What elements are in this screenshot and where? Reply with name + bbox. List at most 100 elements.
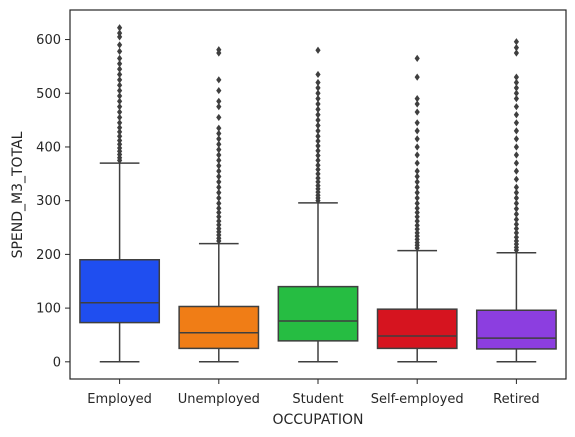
outlier-point: [513, 151, 519, 159]
outlier-point: [414, 199, 420, 207]
outlier-point: [315, 147, 321, 155]
outlier-point: [315, 46, 321, 54]
outlier-point: [513, 229, 519, 237]
outlier-point: [315, 165, 321, 174]
outlier-point: [315, 174, 321, 182]
outlier-point: [315, 78, 321, 87]
outlier-point: [513, 127, 519, 135]
outlier-point: [216, 178, 222, 186]
outlier-point: [414, 217, 420, 225]
outlier-point: [513, 143, 519, 151]
outlier-point: [414, 159, 420, 167]
outlier-point: [216, 124, 222, 132]
outlier-point: [315, 178, 321, 186]
box-group: [376, 54, 458, 363]
box-iqr: [475, 309, 557, 350]
outlier-point: [117, 132, 123, 140]
outlier-point: [414, 167, 420, 175]
outlier-point: [414, 135, 420, 143]
outlier-point: [216, 146, 222, 154]
outlier-point: [216, 46, 222, 54]
outlier-point: [414, 100, 420, 108]
box-group: [277, 46, 359, 363]
outlier-point: [513, 103, 519, 111]
outlier-point: [414, 204, 420, 212]
outlier-point: [315, 170, 321, 178]
outlier-point: [117, 92, 123, 100]
outlier-point: [414, 119, 420, 127]
outlier-point: [216, 76, 222, 84]
outlier-point: [216, 151, 222, 159]
x-tick-label: Student: [292, 392, 343, 407]
outlier-point: [216, 221, 222, 229]
box-group: [79, 24, 161, 363]
outlier-point: [315, 161, 321, 169]
outlier-point: [216, 172, 222, 181]
outlier-point: [513, 78, 519, 87]
y-tick-label: 300: [36, 194, 61, 209]
outlier-point: [414, 54, 420, 62]
outlier-point: [513, 89, 519, 97]
outlier-point: [315, 132, 321, 140]
outlier-point: [513, 175, 519, 183]
outlier-point: [117, 76, 123, 84]
y-tick-label: 500: [36, 87, 61, 102]
outlier-point: [216, 135, 222, 143]
outlier-point: [117, 29, 123, 37]
box-group: [178, 46, 260, 363]
plot-area: [79, 24, 557, 363]
outlier-point: [315, 121, 321, 130]
x-tick-label: Self-employed: [371, 392, 464, 407]
x-tick-label: Unemployed: [178, 392, 260, 407]
outlier-point: [117, 103, 123, 111]
outlier-point: [117, 41, 123, 49]
outlier-point: [414, 213, 420, 221]
outlier-point: [315, 95, 321, 103]
outlier-point: [414, 194, 420, 202]
outlier-point: [117, 108, 123, 116]
outlier-point: [117, 124, 123, 132]
outlier-point: [216, 156, 222, 164]
x-tick-label: Retired: [493, 392, 539, 407]
outlier-point: [513, 233, 519, 241]
outlier-point: [315, 137, 321, 145]
outlier-point: [315, 111, 321, 119]
outlier-point: [513, 205, 519, 213]
x-tick-label: Employed: [87, 392, 152, 407]
outlier-point: [414, 172, 420, 181]
outlier-point: [513, 225, 519, 233]
outlier-point: [315, 70, 321, 79]
y-tick-label: 0: [53, 355, 61, 370]
box-iqr: [79, 259, 161, 324]
outlier-point: [216, 113, 222, 122]
outlier-point: [414, 189, 420, 197]
outlier-point: [216, 199, 222, 207]
box-iqr: [277, 285, 359, 342]
box-iqr: [178, 305, 260, 350]
outlier-point: [216, 129, 222, 138]
outlier-point: [414, 178, 420, 186]
outlier-point: [414, 151, 420, 159]
outlier-point: [216, 225, 222, 233]
outlier-point: [513, 159, 519, 167]
outlier-point: [216, 189, 222, 197]
outlier-point: [513, 199, 519, 207]
outlier-point: [513, 237, 519, 245]
outlier-point: [216, 140, 222, 148]
outlier-point: [414, 225, 420, 233]
outlier-point: [315, 151, 321, 160]
outlier-point: [117, 70, 123, 79]
y-axis: 0 100 200 300 400 500 600: [36, 33, 70, 370]
outlier-point: [216, 167, 222, 175]
outlier-point: [513, 119, 519, 127]
outlier-point: [414, 208, 420, 217]
outlier-point: [216, 97, 222, 105]
outlier-point: [117, 86, 123, 95]
outlier-point: [117, 81, 123, 89]
outlier-point: [513, 210, 519, 218]
outlier-point: [315, 142, 321, 150]
outlier-point: [117, 24, 123, 32]
outlier-point: [414, 221, 420, 229]
outlier-point: [216, 194, 222, 202]
outlier-point: [216, 213, 222, 221]
